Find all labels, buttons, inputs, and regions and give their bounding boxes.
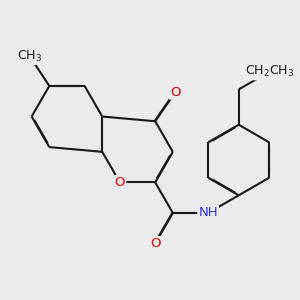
Text: CH$_2$CH$_3$: CH$_2$CH$_3$ [244, 64, 294, 79]
Text: O: O [115, 176, 125, 189]
Text: O: O [170, 86, 181, 99]
Text: O: O [150, 237, 160, 250]
Text: NH: NH [198, 206, 218, 220]
Text: CH$_3$: CH$_3$ [17, 49, 43, 64]
